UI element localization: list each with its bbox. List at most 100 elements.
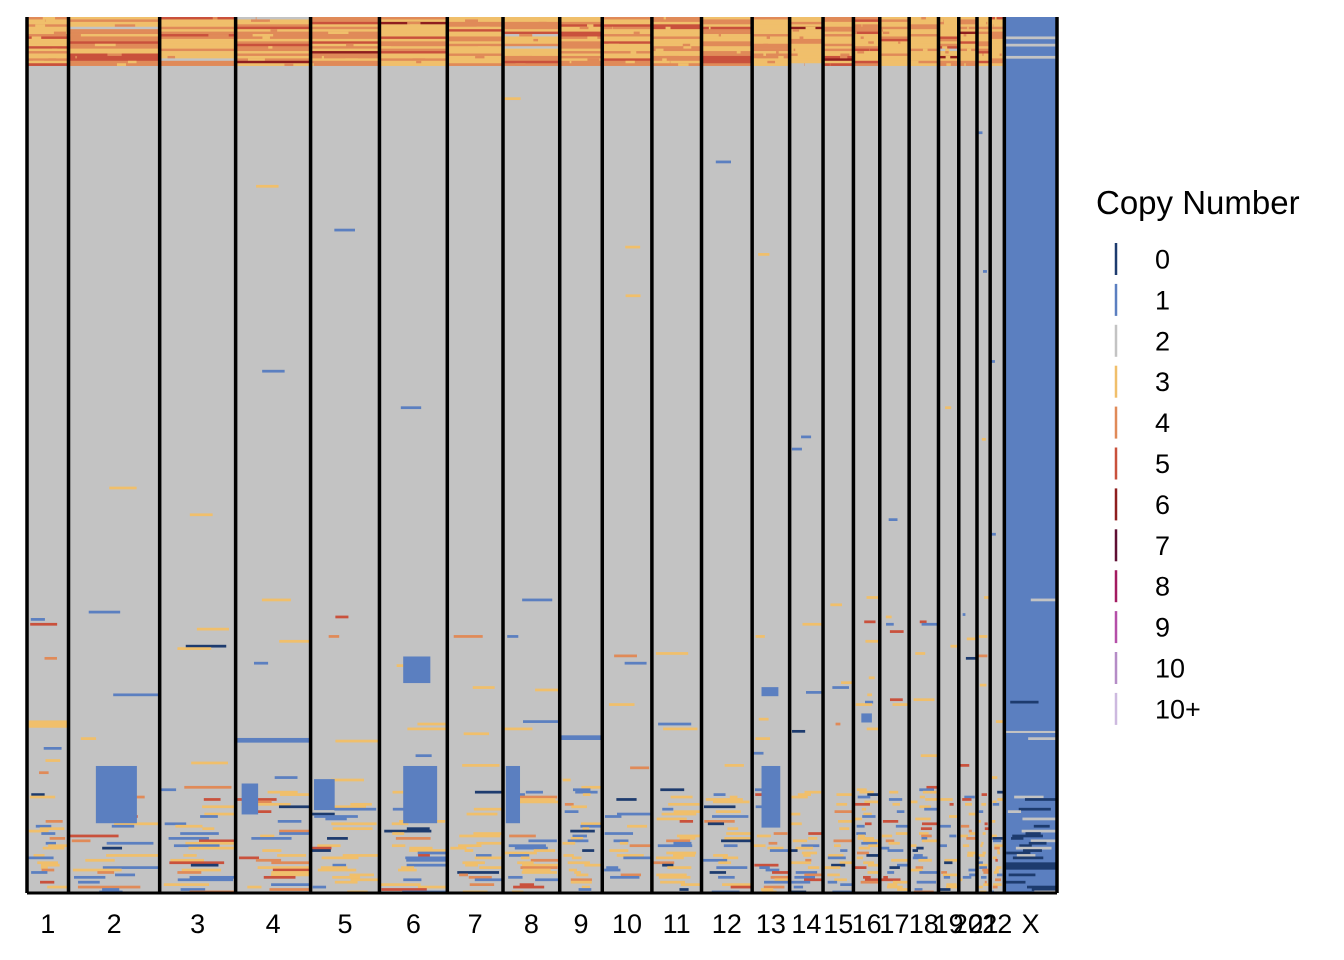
cell-segment [106, 841, 154, 845]
cell-segment [262, 849, 282, 852]
cell-segment [867, 793, 880, 796]
cell-segment [853, 43, 880, 47]
cell-segment [518, 800, 559, 804]
cell-segment [853, 26, 880, 30]
cell-segment [184, 785, 232, 789]
cell-segment [952, 26, 958, 30]
cell-segment [984, 880, 987, 884]
cell-segment [562, 841, 576, 845]
cell-segment [752, 844, 766, 848]
chromosome-label: 18 [909, 909, 939, 939]
chromosome-label: 10 [612, 909, 642, 939]
cell-segment [752, 58, 758, 62]
cell-segment [752, 26, 790, 30]
legend-label: 10 [1155, 654, 1185, 684]
cell-segment [447, 29, 503, 32]
cell-segment [939, 844, 947, 848]
cell-segment [713, 793, 726, 796]
deletion-block [403, 765, 438, 824]
cell-segment [209, 43, 228, 47]
cell-segment [721, 839, 753, 843]
cell-segment [350, 802, 372, 806]
cell-segment [159, 17, 236, 20]
cell-segment [879, 63, 910, 66]
cell-segment [602, 17, 652, 20]
cell-segment [909, 800, 918, 804]
cell-segment [853, 29, 880, 32]
cell-segment [111, 824, 135, 828]
cell-segment [938, 824, 951, 828]
cell-segment [752, 48, 790, 52]
cell-segment [894, 60, 901, 64]
cell-segment [909, 19, 939, 23]
cell-segment [450, 846, 467, 850]
cell-segment [447, 58, 503, 62]
cell-segment [40, 880, 55, 884]
cell-segment [569, 60, 572, 64]
cell-segment [379, 51, 448, 54]
cell-segment [533, 849, 556, 852]
cell-segment [990, 26, 1005, 30]
cell-segment [384, 829, 432, 833]
cell-segment [235, 48, 311, 52]
cell-segment [924, 19, 933, 23]
cell-segment [602, 34, 652, 37]
cell-segment [584, 863, 603, 867]
cell-segment [789, 41, 824, 45]
cell-segment [938, 31, 959, 35]
cell-segment [271, 883, 311, 886]
cell-segment [990, 48, 1005, 52]
cell-segment [33, 60, 45, 64]
cell-segment [503, 19, 560, 23]
deletion-block [241, 783, 259, 815]
cell-segment [602, 41, 652, 45]
cell-segment [678, 63, 689, 66]
cell-segment [797, 793, 811, 796]
cell-segment [853, 34, 880, 37]
cell-segment [379, 34, 448, 37]
cell-segment [503, 24, 560, 28]
chrx-baseline-block [1004, 17, 1057, 894]
cell-segment [602, 29, 652, 32]
cell-segment [909, 60, 939, 64]
cell-segment [836, 793, 854, 796]
cell-segment [968, 868, 977, 872]
cell-segment [27, 24, 69, 28]
cell-segment [915, 652, 926, 655]
cell-segment [459, 834, 501, 838]
cell-segment [312, 812, 335, 816]
cell-segment [655, 856, 684, 860]
cell-segment [1012, 856, 1044, 860]
cell-segment [581, 885, 591, 889]
cell-segment [255, 858, 282, 862]
cell-segment [885, 839, 895, 843]
chromosome-label: 1 [40, 909, 55, 939]
cell-segment [1015, 846, 1052, 850]
cell-segment [792, 839, 808, 843]
cell-segment [992, 24, 994, 28]
cell-segment [921, 837, 928, 840]
cell-segment [882, 31, 890, 35]
cell-segment [175, 824, 203, 828]
cell-segment [624, 661, 647, 665]
chromosome-label: 9 [573, 909, 588, 939]
cell-segment [990, 60, 1005, 64]
cell-segment [967, 26, 969, 30]
cell-segment [447, 53, 503, 57]
cell-segment [559, 24, 603, 28]
cell-segment [180, 888, 206, 891]
cell-segment [866, 596, 880, 599]
cell-segment [171, 24, 178, 28]
cell-segment [317, 844, 341, 848]
cell-segment [980, 844, 983, 848]
cell-segment [651, 41, 702, 45]
cell-segment [651, 24, 702, 28]
cell-segment [48, 844, 69, 848]
cell-segment [791, 880, 811, 884]
cell-segment [701, 24, 753, 28]
cell-segment [559, 31, 603, 35]
cell-segment [763, 43, 769, 47]
cell-segment [789, 51, 824, 54]
cell-segment [885, 615, 892, 619]
cell-segment [789, 812, 801, 816]
